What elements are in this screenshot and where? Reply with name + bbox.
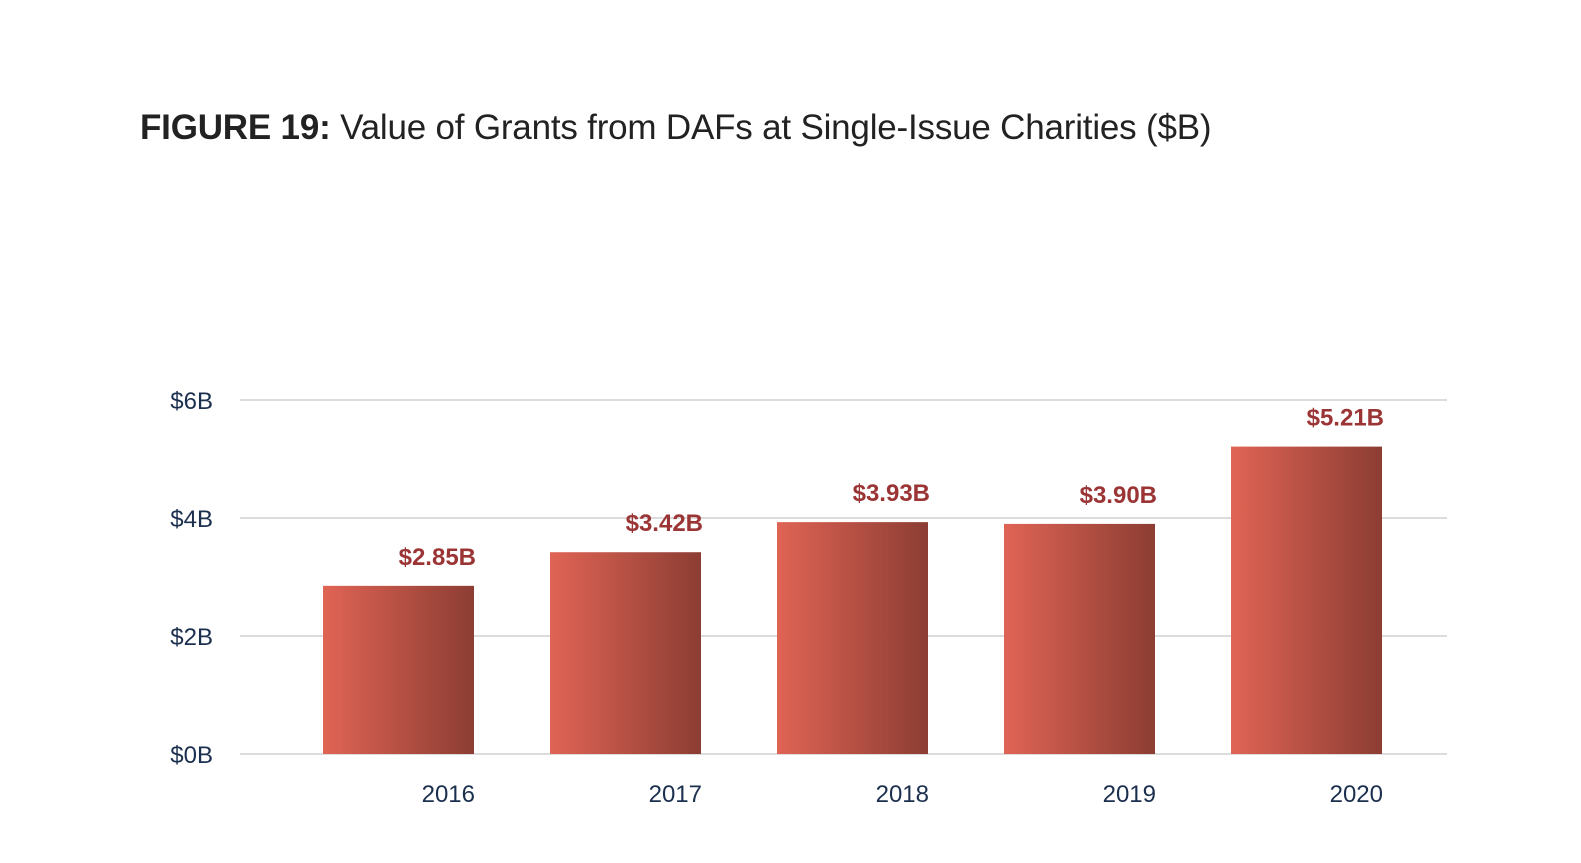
data-label-2017: $3.42B [626, 510, 703, 537]
y-axis-ticks: $0B $2B $4B $6B [170, 388, 213, 769]
data-labels: $2.85B $3.42B $3.93B $3.90B $5.21B [399, 405, 1384, 571]
bar-2016 [323, 585, 474, 754]
data-label-2019: $3.90B [1080, 482, 1157, 509]
figure-label: FIGURE 19: [140, 108, 331, 147]
y-tick-label: $6B [170, 388, 213, 415]
data-label-2016: $2.85B [399, 544, 476, 571]
bar-2020 [1231, 446, 1382, 754]
x-tick-label-2020: 2020 [1330, 781, 1383, 808]
x-tick-label-2019: 2019 [1103, 781, 1156, 808]
x-tick-label-2018: 2018 [876, 781, 929, 808]
y-tick-label: $4B [170, 506, 213, 533]
chart-title: FIGURE 19: Value of Grants from DAFs at … [140, 108, 1212, 148]
bar-2017 [550, 552, 701, 754]
data-label-2020: $5.21B [1307, 405, 1384, 432]
x-tick-label-2017: 2017 [649, 781, 702, 808]
x-tick-label-2016: 2016 [422, 781, 475, 808]
x-axis-ticks: 2016 2017 2018 2019 2020 [422, 781, 1383, 808]
figure-title-text: Value of Grants from DAFs at Single-Issu… [330, 108, 1212, 147]
y-tick-label: $2B [170, 624, 213, 651]
data-label-2018: $3.93B [853, 480, 930, 507]
y-tick-label: $0B [170, 742, 213, 769]
bar-2018 [777, 522, 928, 754]
bar-2019 [1004, 523, 1155, 754]
bars [323, 446, 1382, 754]
